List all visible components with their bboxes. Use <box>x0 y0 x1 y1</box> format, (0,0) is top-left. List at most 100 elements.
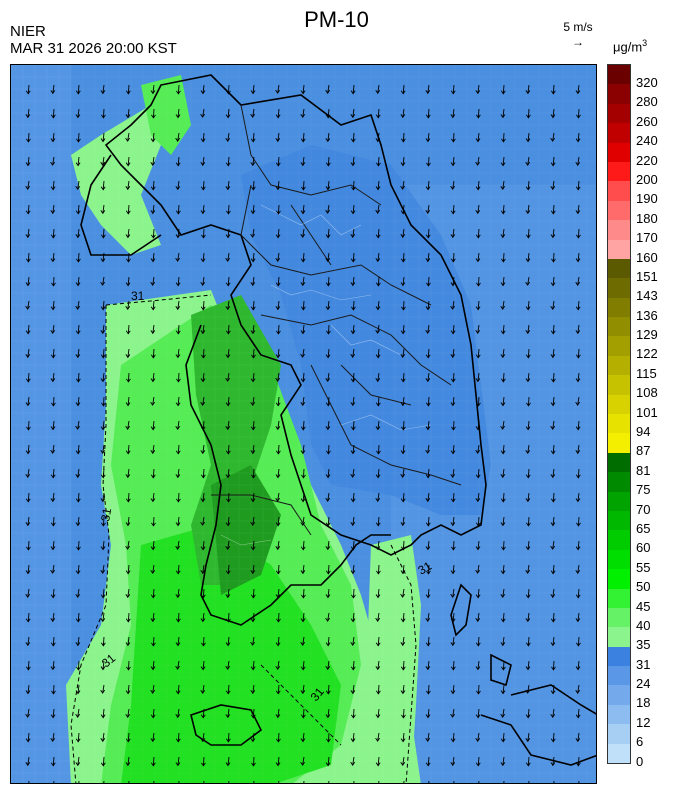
wind-arrow-icon <box>150 396 155 406</box>
wind-arrow-icon <box>150 276 156 286</box>
wind-arrow-icon <box>276 204 281 215</box>
wind-arrow-icon <box>425 756 431 767</box>
wind-arrow-icon <box>275 540 281 551</box>
wind-arrow-icon <box>500 108 506 119</box>
wind-arrow-icon <box>325 84 331 94</box>
jeju-island-outline <box>190 704 263 746</box>
wind-arrow-icon <box>126 252 131 263</box>
wind-arrow-icon <box>175 708 181 719</box>
wind-arrow-icon <box>575 324 581 335</box>
colorbar-cell <box>608 239 630 260</box>
wind-arrow-icon <box>575 348 581 359</box>
wind-arrow-icon <box>400 228 406 239</box>
wind-arrow-icon <box>575 204 581 215</box>
wind-arrow-icon <box>100 84 106 95</box>
wind-arrow-icon <box>225 588 231 599</box>
wind-arrow-icon <box>450 444 456 455</box>
wind-arrow-icon <box>253 780 255 783</box>
wind-arrow-icon <box>300 420 306 431</box>
wind-arrow-icon <box>350 84 356 95</box>
wind-arrow-icon <box>275 84 280 94</box>
wind-arrow-icon <box>125 540 130 550</box>
wind-arrow-icon <box>450 732 456 743</box>
wind-arrow-icon <box>250 636 255 646</box>
unit-label: μg/m3 <box>613 38 647 54</box>
wind-arrow-icon <box>150 252 156 263</box>
wind-arrow-icon <box>525 372 531 383</box>
wind-arrow-icon <box>101 516 106 527</box>
wind-arrow-icon <box>125 228 131 239</box>
colorbar-tick-label: 101 <box>636 404 658 420</box>
wind-arrow-icon <box>500 276 506 287</box>
wind-arrow-icon <box>550 132 555 142</box>
wind-arrow-icon <box>300 252 306 263</box>
wind-arrow-icon <box>400 756 406 767</box>
wind-arrow-icon <box>575 732 581 743</box>
wind-arrow-icon <box>403 780 405 783</box>
wind-arrow-icon <box>200 276 206 287</box>
wind-arrow-icon <box>526 516 531 527</box>
wind-arrow-icon <box>325 684 331 695</box>
wind-arrow-icon <box>25 84 31 95</box>
wind-arrow-icon <box>75 612 81 623</box>
wind-arrow-icon <box>325 180 331 191</box>
wind-arrow-icon <box>150 708 156 719</box>
wind-arrow-icon <box>475 300 481 311</box>
wind-arrow-icon <box>125 108 131 119</box>
wind-arrow-icon <box>575 180 581 191</box>
wind-arrow-icon <box>225 300 231 311</box>
wind-arrow-icon <box>275 132 281 143</box>
wind-arrow-icon <box>75 756 81 767</box>
wind-arrow-icon <box>200 492 206 503</box>
wind-arrow-icon <box>50 444 56 454</box>
wind-arrow-icon <box>450 660 456 671</box>
wind-arrow-icon <box>50 132 56 143</box>
wind-arrow-icon <box>200 84 206 95</box>
wind-arrow-icon <box>100 300 106 311</box>
wind-arrow-icon <box>475 636 481 647</box>
wind-arrow-icon <box>325 588 331 599</box>
wind-arrow-icon <box>500 492 506 503</box>
wind-arrow-icon <box>275 228 281 239</box>
wind-arrow-icon <box>50 252 56 263</box>
wind-arrow-icon <box>150 588 156 599</box>
wind-arrow-icon <box>151 228 156 239</box>
wind-arrow-icon <box>450 156 456 167</box>
wind-arrow-icon <box>400 252 406 263</box>
contour-label-31-north: 31 <box>131 289 145 303</box>
wind-arrow-icon <box>50 324 56 335</box>
wind-arrow-icon <box>450 396 456 407</box>
wind-arrow-icon <box>25 372 31 383</box>
wind-arrow-icon <box>475 708 481 719</box>
wind-arrow-icon <box>250 204 256 215</box>
wind-arrow-icon <box>326 444 331 455</box>
wind-arrow-icon <box>200 396 206 406</box>
wind-arrow-icon <box>501 540 506 551</box>
wind-arrow-icon <box>100 444 106 455</box>
wind-arrow-icon <box>500 564 506 575</box>
wind-arrow-icon <box>200 612 206 623</box>
wind-arrow-icon <box>400 84 406 95</box>
wind-arrow-icon <box>500 324 506 335</box>
wind-arrow-icon <box>200 180 206 191</box>
wind-arrow-icon <box>75 348 81 359</box>
wind-arrow-icon <box>400 516 406 527</box>
wind-arrow-icon <box>500 372 506 383</box>
wind-arrow-icon <box>350 372 356 383</box>
wind-arrow-icon <box>200 660 206 671</box>
wind-arrow-icon <box>125 324 131 335</box>
wind-arrow-icon <box>375 468 381 479</box>
wind-arrow-icon <box>150 180 156 191</box>
wind-arrow-icon <box>75 84 81 95</box>
wind-arrow-icon <box>125 84 131 95</box>
wind-arrow-icon <box>550 516 556 527</box>
wind-arrow-icon <box>425 444 430 454</box>
map-title: PM-10 <box>304 7 369 32</box>
wind-arrow-icon <box>500 348 506 359</box>
wind-arrow-icon <box>75 468 81 479</box>
wind-arrow-icon <box>25 732 31 743</box>
wind-arrow-icon <box>525 444 531 455</box>
wind-arrow-icon <box>28 780 30 783</box>
wind-arrow-icon <box>350 540 356 551</box>
wind-arrow-icon <box>50 612 56 623</box>
